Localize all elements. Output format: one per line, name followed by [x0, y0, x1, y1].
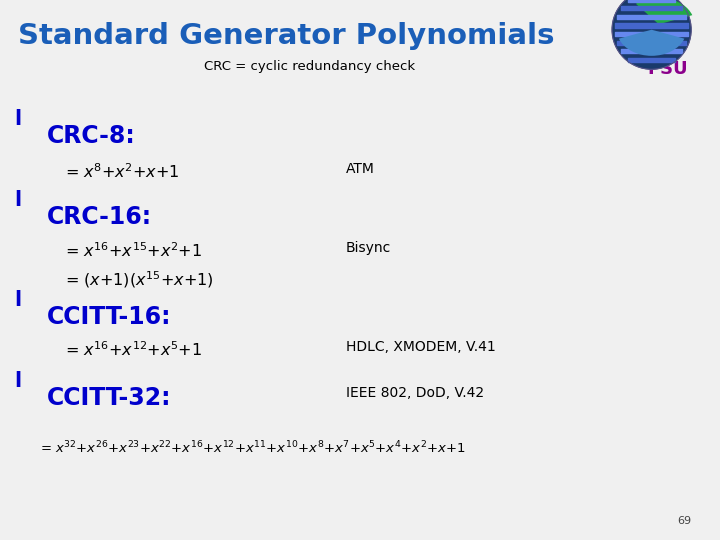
Text: CCITT-16:: CCITT-16: [47, 305, 171, 329]
Wedge shape [636, 0, 693, 24]
Text: = $x^{16}$+$x^{15}$+$x^{2}$+1: = $x^{16}$+$x^{15}$+$x^{2}$+1 [65, 241, 202, 260]
Text: IEEE 802, DoD, V.42: IEEE 802, DoD, V.42 [346, 386, 484, 400]
Text: = ($x$+1)($x^{15}$+$x$+1): = ($x$+1)($x^{15}$+$x$+1) [65, 269, 213, 289]
Text: CRC-16:: CRC-16: [47, 205, 152, 229]
Text: 69: 69 [677, 516, 691, 526]
Text: Standard Generator Polynomials: Standard Generator Polynomials [18, 22, 554, 50]
Text: l: l [14, 370, 22, 391]
Text: = $x^{8}$+$x^{2}$+$x$+1: = $x^{8}$+$x^{2}$+$x$+1 [65, 162, 179, 181]
Text: = $x^{32}$+$x^{26}$+$x^{23}$+$x^{22}$+$x^{16}$+$x^{12}$+$x^{11}$+$x^{10}$+$x^{8}: = $x^{32}$+$x^{26}$+$x^{23}$+$x^{22}$+$x… [40, 440, 465, 457]
Text: CCITT-32:: CCITT-32: [47, 386, 171, 410]
Text: ATM: ATM [346, 162, 374, 176]
Text: l: l [14, 109, 22, 129]
Text: = $x^{16}$+$x^{12}$+$x^{5}$+1: = $x^{16}$+$x^{12}$+$x^{5}$+1 [65, 340, 202, 359]
Text: HDLC, XMODEM, V.41: HDLC, XMODEM, V.41 [346, 340, 495, 354]
Text: CRC-8:: CRC-8: [47, 124, 135, 148]
Text: l: l [14, 289, 22, 310]
Wedge shape [619, 30, 684, 56]
Text: Bisync: Bisync [346, 241, 391, 255]
Ellipse shape [612, 0, 691, 69]
Text: CRC = cyclic redundancy check: CRC = cyclic redundancy check [204, 60, 415, 73]
Text: PSU: PSU [647, 60, 688, 78]
Text: l: l [14, 190, 22, 210]
